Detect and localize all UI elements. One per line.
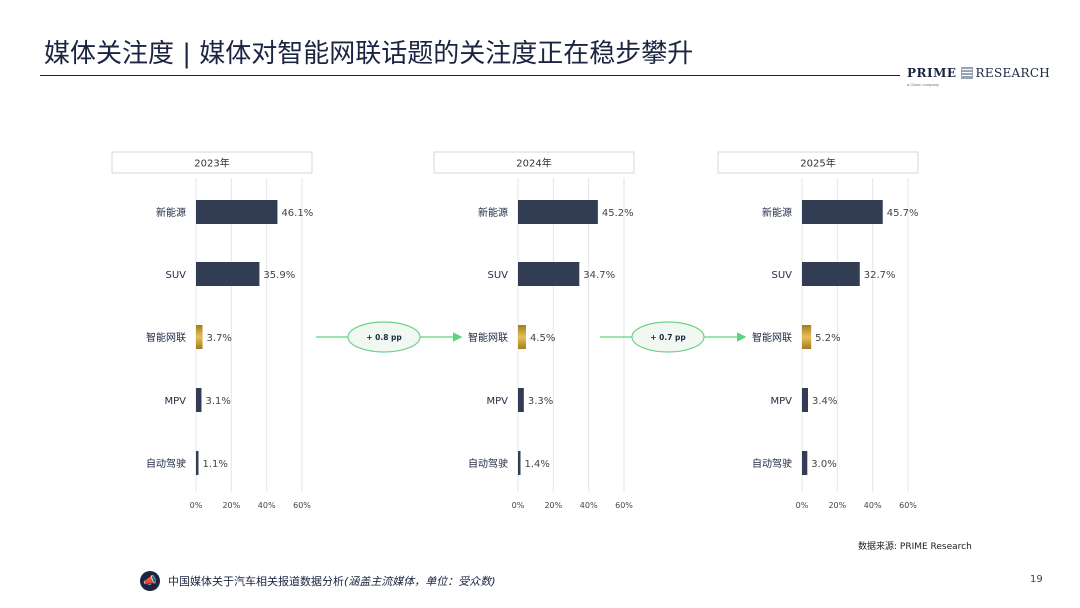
- data-label: 3.0%: [811, 459, 836, 470]
- x-tick-label: 60%: [293, 501, 311, 510]
- chart-title: 2024年: [516, 157, 551, 170]
- bar: [196, 262, 260, 286]
- annotation-bubble: [347, 321, 421, 353]
- chart-title-box: [433, 151, 635, 174]
- annotation-bubble: [631, 321, 705, 353]
- x-tick-label: 60%: [899, 501, 917, 510]
- logo-primary: PRIME: [907, 66, 957, 80]
- category-label: 智能网联: [146, 331, 186, 344]
- bar: [196, 200, 278, 224]
- category-label: 新能源: [478, 206, 508, 219]
- footer-caption: 中国媒体关于汽车相关报道数据分析(涵盖主流媒体，单位：受众数): [168, 573, 496, 589]
- page-title: 媒体关注度 | 媒体对智能网联话题的关注度正在稳步攀升: [44, 39, 694, 69]
- x-tick-label: 20%: [222, 501, 240, 510]
- category-label: MPV: [165, 396, 187, 407]
- chart-title: 2025年: [800, 157, 835, 170]
- category-label: 自动驾驶: [146, 457, 186, 470]
- annotation-label: + 0.8 pp: [366, 333, 402, 342]
- category-label: SUV: [487, 270, 508, 281]
- logo-tagline: a Cision company: [907, 82, 939, 87]
- category-label: 智能网联: [468, 331, 508, 344]
- chart-title: 2023年: [194, 157, 229, 170]
- bar: [518, 200, 598, 224]
- bar: [518, 451, 521, 475]
- category-label: 新能源: [156, 206, 186, 219]
- data-label: 3.1%: [205, 396, 230, 407]
- x-tick-label: 0%: [190, 501, 203, 510]
- x-tick-label: 0%: [796, 501, 809, 510]
- footer-note: (涵盖主流媒体，单位：受众数): [344, 575, 496, 588]
- logo-mark-icon: [960, 67, 973, 79]
- category-label: 新能源: [762, 206, 792, 219]
- chart-title-box: [717, 151, 919, 174]
- x-tick-label: 0%: [512, 501, 525, 510]
- page-number: 19: [1030, 574, 1043, 585]
- x-tick-label: 20%: [828, 501, 846, 510]
- x-tick-label: 60%: [615, 501, 633, 510]
- data-label: 5.2%: [815, 333, 840, 344]
- brand-logo: PRIME RESEARCH a Cision company: [907, 66, 1050, 90]
- bar: [802, 200, 883, 224]
- bar: [518, 388, 524, 412]
- data-label: 3.7%: [207, 333, 232, 344]
- megaphone-icon: 📣: [140, 571, 160, 591]
- x-tick-label: 40%: [258, 501, 276, 510]
- bar: [802, 325, 812, 349]
- data-label: 3.3%: [528, 396, 553, 407]
- logo-secondary: RESEARCH: [975, 66, 1051, 80]
- category-label: 自动驾驶: [752, 457, 792, 470]
- annotation-label: + 0.7 pp: [650, 333, 686, 342]
- bar: [802, 262, 860, 286]
- data-label: 4.5%: [530, 333, 555, 344]
- data-label: 46.1%: [281, 208, 313, 219]
- bar: [802, 451, 808, 475]
- footer-text: 中国媒体关于汽车相关报道数据分析: [168, 575, 344, 588]
- category-label: SUV: [165, 270, 186, 281]
- x-tick-label: 20%: [544, 501, 562, 510]
- category-label: MPV: [487, 396, 509, 407]
- bar: [196, 451, 199, 475]
- title-divider: [40, 75, 900, 76]
- data-label: 45.2%: [602, 208, 634, 219]
- x-tick-label: 40%: [580, 501, 598, 510]
- source-note: 数据来源: PRIME Research: [858, 542, 972, 552]
- bar: [802, 388, 809, 412]
- bar: [518, 262, 580, 286]
- category-label: 自动驾驶: [468, 457, 508, 470]
- data-label: 34.7%: [583, 270, 615, 281]
- data-label: 32.7%: [864, 270, 896, 281]
- bar: [196, 325, 203, 349]
- bar: [518, 325, 526, 349]
- data-label: 35.9%: [263, 270, 295, 281]
- category-label: SUV: [771, 270, 792, 281]
- category-label: 智能网联: [752, 331, 792, 344]
- chart-title-box: [111, 151, 313, 174]
- bar: [196, 388, 202, 412]
- x-tick-label: 40%: [864, 501, 882, 510]
- category-label: MPV: [771, 396, 793, 407]
- data-label: 3.4%: [812, 396, 837, 407]
- data-label: 1.1%: [203, 459, 228, 470]
- data-label: 45.7%: [887, 208, 919, 219]
- data-label: 1.4%: [525, 459, 550, 470]
